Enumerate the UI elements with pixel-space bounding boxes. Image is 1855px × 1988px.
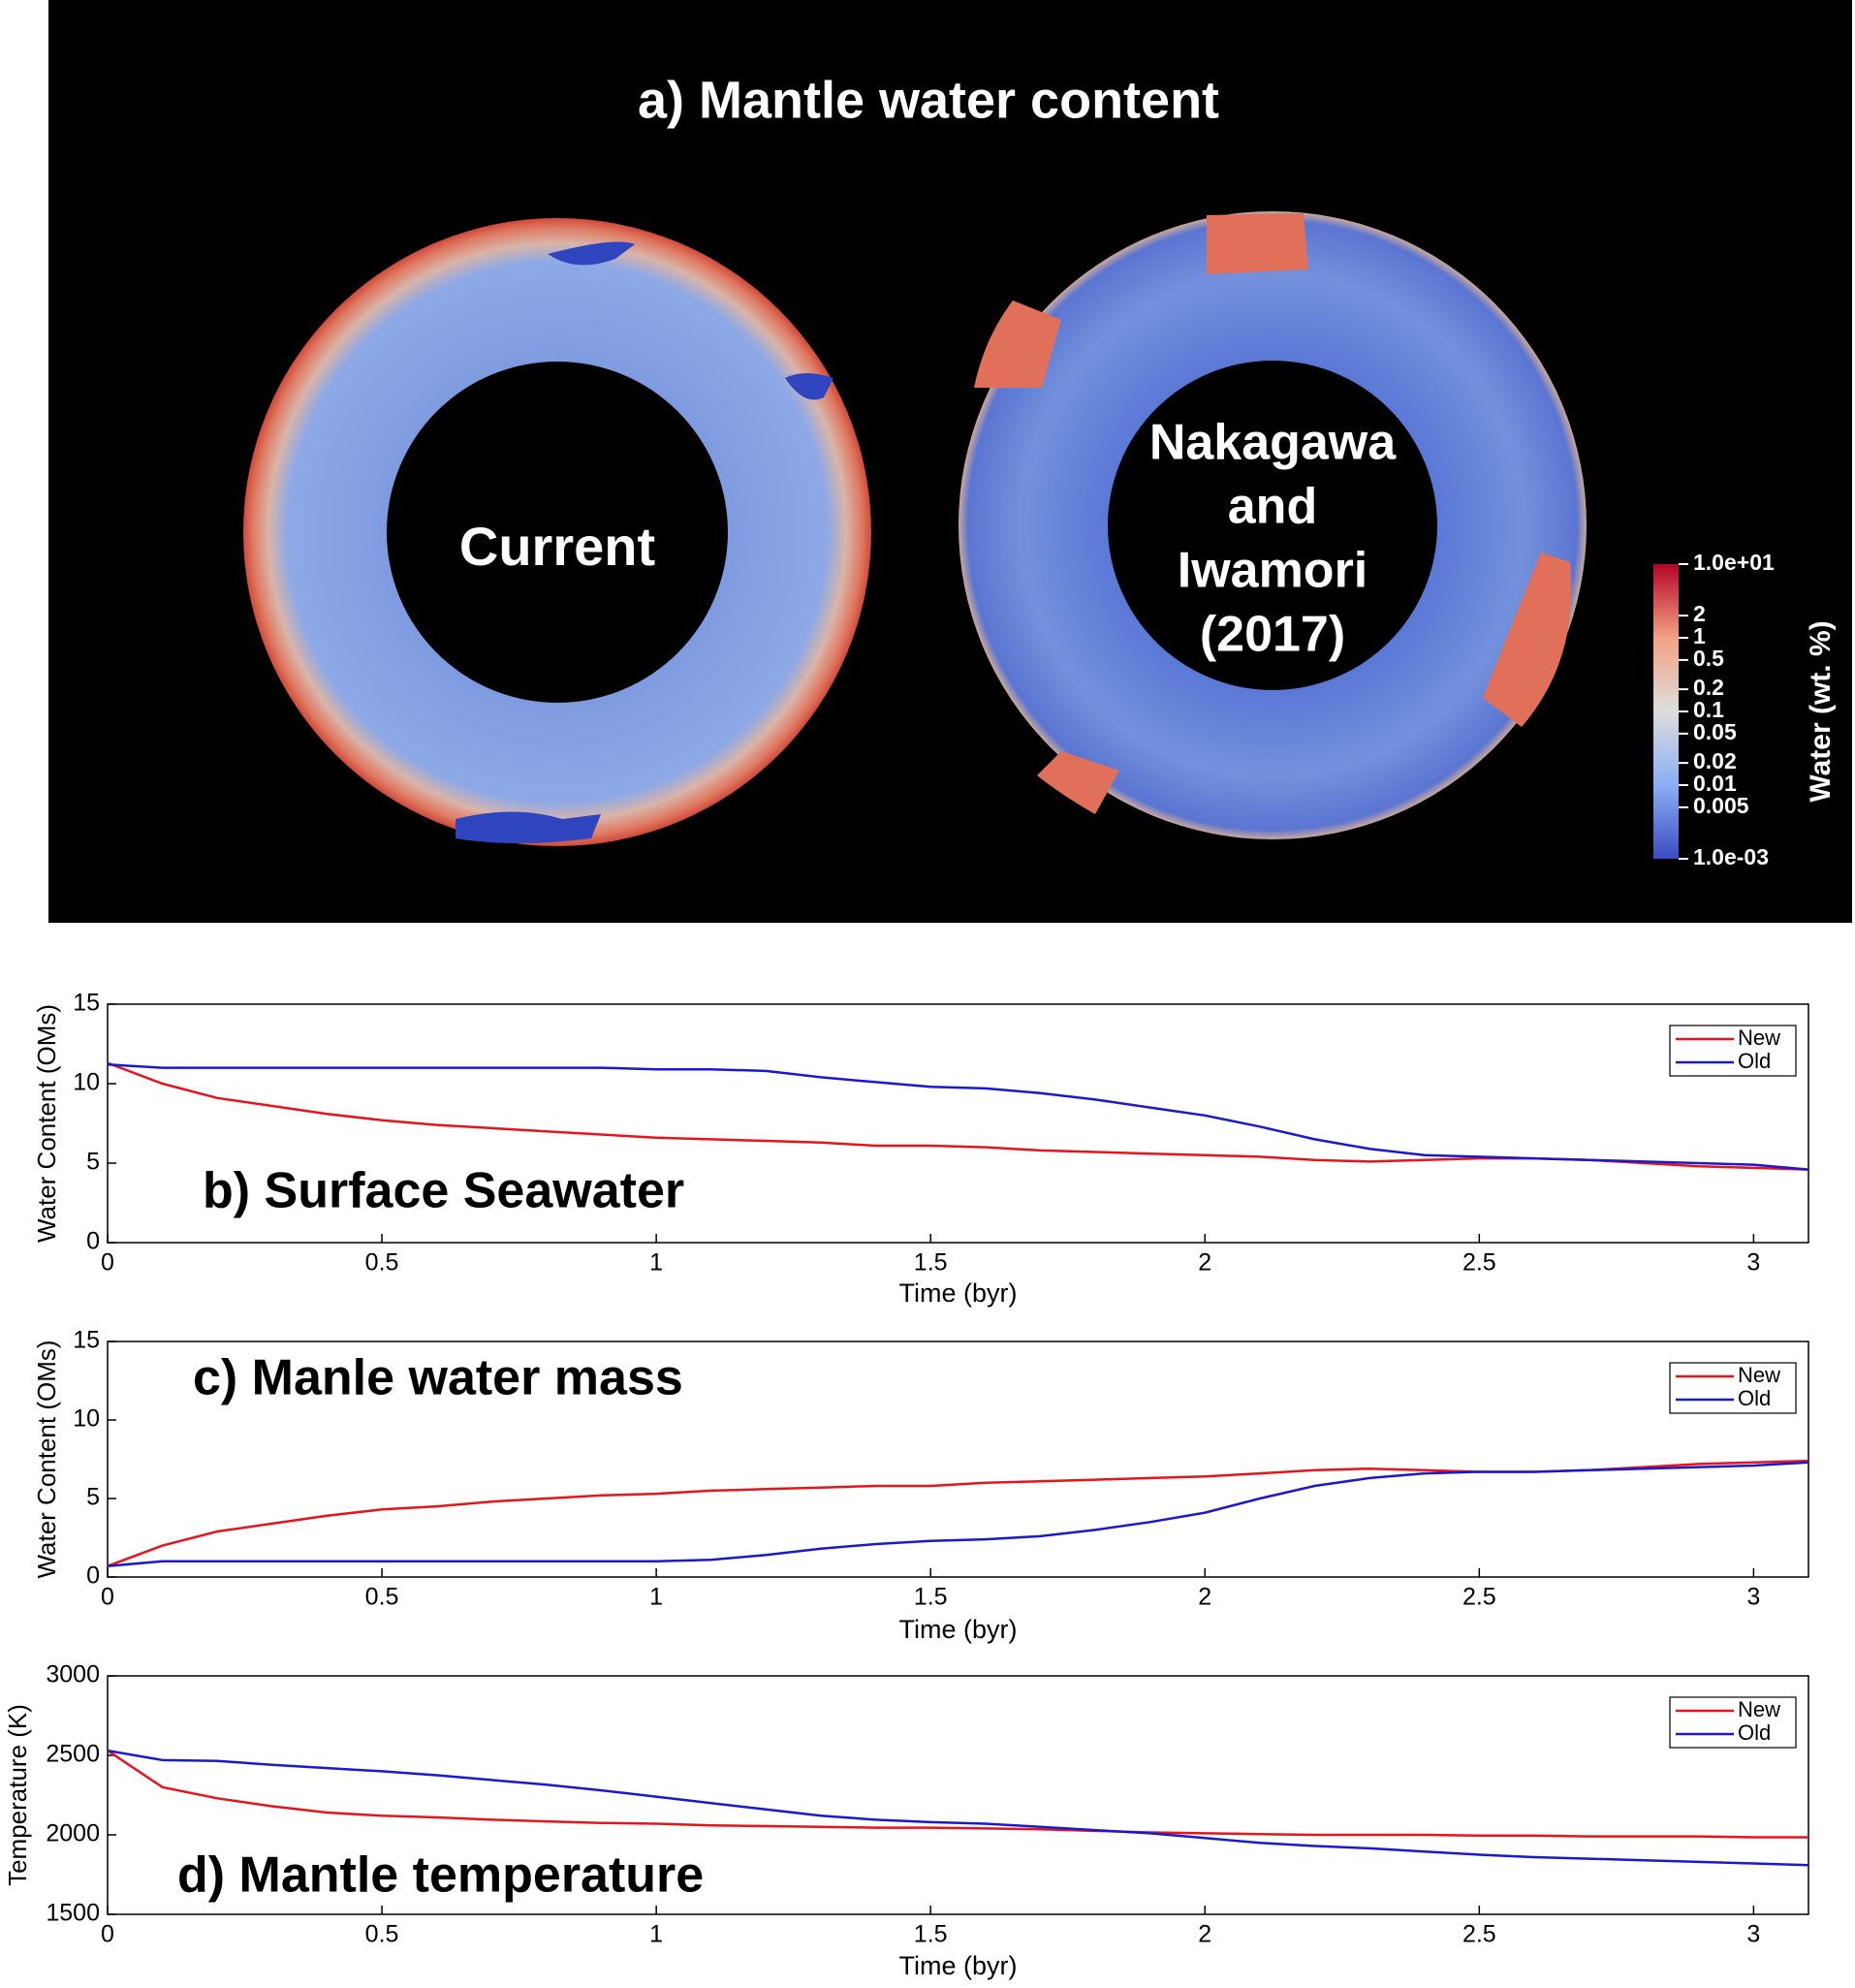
x-tick-label: 2 [1198,1249,1211,1277]
plot-area [107,1003,1809,1244]
x-tick-label: 3 [1746,1249,1760,1277]
x-tick-label: 0.5 [365,1584,399,1611]
y-axis-label: Water Content (OMs) [32,1004,61,1243]
x-tick-label: 0 [101,1249,114,1277]
legend-label: New [1738,1697,1780,1721]
colorbar-tick-label: 0.05 [1693,719,1737,744]
x-tick-label: 0 [101,1921,114,1948]
x-tick-label: 2 [1198,1921,1211,1948]
annulus-label: (2017) [1200,607,1345,663]
y-tick-label: 3000 [46,1661,100,1688]
colorbar-tick-label: 1 [1693,623,1706,648]
plot-area [107,1341,1809,1578]
x-tick-label: 1.5 [914,1921,948,1948]
data-line [107,1063,1809,1171]
y-tick-label: 2000 [46,1820,100,1847]
colorbar-tick-label: 1.0e+01 [1693,550,1775,575]
colorbar-tick-label: 0.1 [1693,697,1724,722]
colorbar-tick-label: 0.5 [1693,646,1724,671]
y-tick-label: 5 [86,1149,100,1176]
y-tick-label: 0 [86,1228,100,1255]
legend-label: New [1738,1026,1780,1050]
data-line [107,1749,1809,1867]
x-tick-label: 0 [101,1584,114,1611]
data-line [107,1461,1809,1567]
x-tick-label: 2.5 [1462,1584,1496,1611]
x-tick-label: 2 [1198,1584,1211,1611]
annulus-label: Current [459,516,655,577]
colorbar-tick-label: 2 [1693,601,1706,626]
x-tick-label: 0.5 [365,1921,399,1948]
x-tick-label: 3 [1746,1921,1760,1948]
y-tick-label: 0 [86,1562,100,1590]
panel-annotation: d) Mantle temperature [177,1847,704,1904]
legend-label: Old [1738,1720,1771,1745]
y-axis-label: Temperature (K) [3,1704,32,1886]
annulus-label: Iwamori [1178,543,1368,599]
x-tick-label: 2.5 [1462,1249,1496,1277]
legend-box [1669,1362,1797,1414]
y-tick-label: 15 [73,1327,100,1354]
x-axis-label: Time (byr) [899,1278,1018,1308]
legend-label: New [1738,1363,1780,1387]
plot-area [107,1675,1809,1915]
legend-box [1669,1696,1797,1749]
x-tick-label: 0.5 [365,1249,399,1277]
annulus-current [243,218,871,846]
legend-label: Old [1738,1386,1771,1410]
colorbar-ticks: 1.0e+01 210.5 0.20.10.05 0.020.010.005 1.0e-… [1679,550,1775,869]
colorbar-label: Water (wt. %) [1805,620,1837,802]
x-tick-label: 1 [649,1921,663,1948]
annulus-label: Nakagawa [1149,415,1397,471]
x-tick-label: 1.5 [914,1249,948,1277]
data-line [107,1750,1808,1839]
colorbar-tick-label: 1.0e-03 [1693,844,1769,869]
x-tick-label: 2.5 [1462,1921,1496,1948]
panel-annotation: b) Surface Seawater [203,1163,684,1219]
x-tick-label: 1.5 [914,1584,948,1611]
colorbar-tick-label: 0.2 [1693,675,1724,700]
annulus-label-group: Nakagawa and Iwamori (2017) [1149,415,1397,663]
y-tick-label: 15 [73,990,100,1017]
colorbar-tick-label: 0.02 [1693,748,1737,773]
y-tick-label: 5 [86,1484,100,1511]
x-axis-label: Time (byr) [899,1951,1018,1980]
panel-annotation: c) Manle water mass [193,1350,683,1406]
y-tick-label: 2500 [46,1741,100,1768]
panel-a-title: a) Mantle water content [638,71,1219,129]
annulus-label: and [1228,479,1317,535]
colorbar-tick-label: 0.005 [1693,793,1749,818]
legend-box [1669,1025,1797,1077]
legend-label: Old [1738,1049,1771,1073]
y-tick-label: 10 [73,1069,100,1096]
y-tick-label: 1500 [46,1900,100,1927]
colorbar-tick-label: 0.01 [1693,771,1737,796]
x-tick-label: 3 [1746,1584,1760,1611]
x-tick-label: 1 [649,1584,663,1611]
y-tick-label: 10 [73,1405,100,1433]
annulus-nakagawa [959,211,1587,839]
colorbar [1653,564,1679,859]
x-tick-label: 1 [649,1249,663,1277]
x-axis-label: Time (byr) [899,1615,1018,1644]
y-axis-label: Water Content (OMs) [32,1340,61,1578]
